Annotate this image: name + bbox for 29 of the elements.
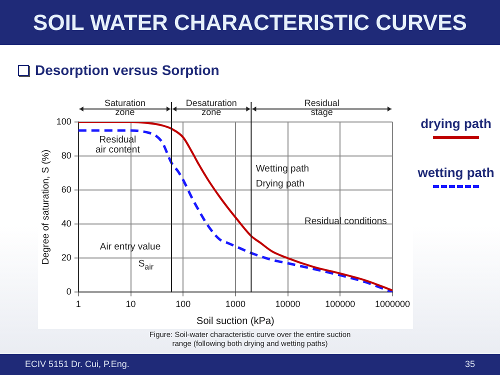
y-axis-title: Degree of saturation, S (%) [40, 150, 52, 265]
text: Desaturation zone [186, 98, 237, 117]
x-tick-label: 10000 [275, 299, 300, 310]
y-tick-label: 100 [56, 116, 72, 126]
y-tick-label: 40 [61, 218, 72, 229]
y-tick-label: 0 [66, 286, 72, 297]
annotation: Wetting path [256, 163, 310, 174]
chart-title: SOIL WATER CHARACTERISTIC CURVES [0, 0, 500, 45]
text: wetting path [416, 165, 496, 180]
annotation: Drying path [256, 178, 304, 190]
x-tick-label: 10 [126, 299, 136, 310]
x-tick-label: 100000 [325, 299, 356, 310]
x-axis-title: Soil suction (kPa) [196, 316, 274, 327]
x-tick-label: 1000 [225, 299, 246, 310]
y-tick-label: 80 [61, 150, 72, 161]
annotation: Air entry value [100, 242, 161, 253]
x-tick-label: 1000000 [374, 299, 410, 310]
y-tick-label: 20 [61, 252, 72, 263]
text: 35 [464, 358, 475, 371]
annotation: Residual conditions [304, 216, 388, 228]
x-tick-label: 1 [76, 299, 81, 310]
text: drying path [420, 116, 492, 131]
y-tick-label: 60 [61, 184, 72, 195]
x-tick-label: 100 [176, 299, 191, 310]
text: Residual stage [304, 98, 340, 117]
text: Saturation zone [104, 98, 146, 117]
chart-subtitle: Desorption versus Sorption [35, 62, 220, 78]
text: ECIV 5151 Dr. Cui, P.Eng. [25, 358, 130, 371]
annotation: Residual air content [95, 134, 140, 156]
